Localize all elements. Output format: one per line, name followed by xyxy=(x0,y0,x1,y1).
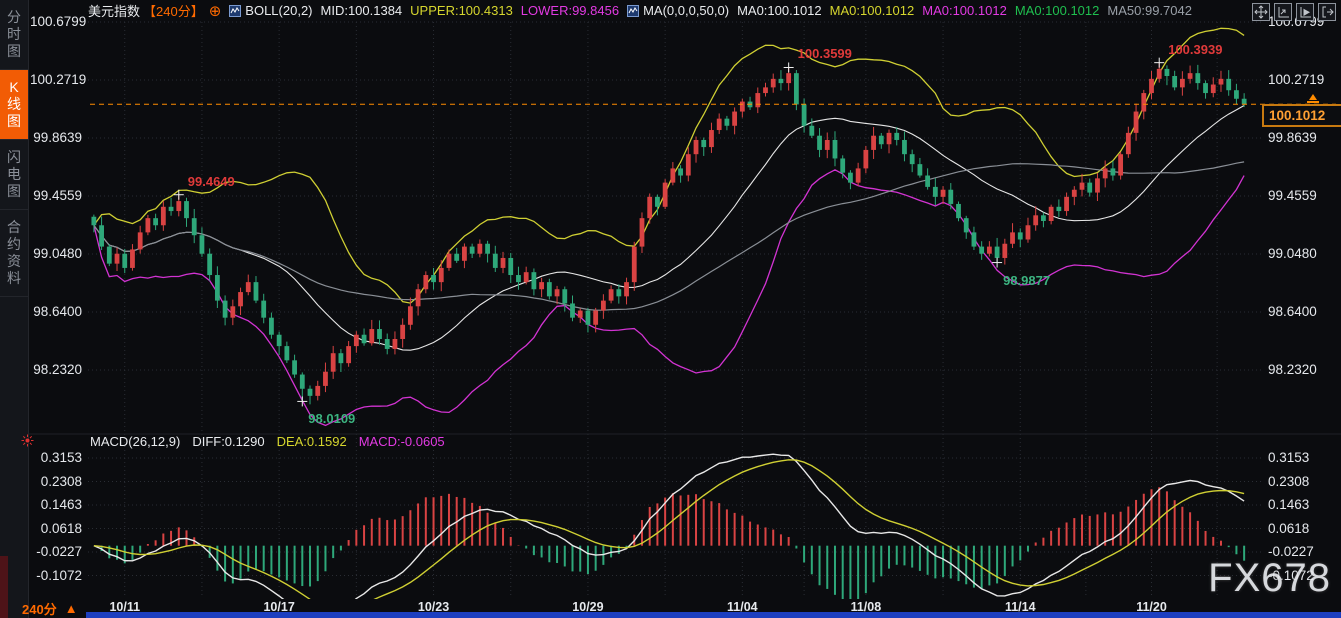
date-label: 11/14 xyxy=(1004,600,1036,614)
price-axis-label-left: 99.0480 xyxy=(33,245,82,261)
sidebar-tab-flash-chart[interactable]: 闪电图 xyxy=(0,140,28,210)
chart-header: 美元指数 【240分】 ⊕ BOLL(20,2) MID:100.1384 UP… xyxy=(88,0,1192,21)
macd-axis-label-right: 0.1463 xyxy=(1268,497,1310,512)
macd-axis-label-right: 0.3153 xyxy=(1268,450,1310,465)
boll-mid-value: MID:100.1384 xyxy=(320,3,403,18)
price-axis-label-right: 99.0480 xyxy=(1268,245,1317,261)
ma50-value: MA50:99.7042 xyxy=(1107,3,1192,18)
symbol-name: 美元指数 xyxy=(88,4,141,19)
footer-period-control[interactable]: 240分 ▲ xyxy=(22,599,78,618)
price-annotation: 98.9877 xyxy=(1003,272,1051,288)
bottom-scrollbar[interactable] xyxy=(86,612,1341,618)
date-label: 10/23 xyxy=(417,600,450,614)
macd-diff-value: DIFF:0.1290 xyxy=(192,433,265,449)
price-axis-label-left: 100.6799 xyxy=(30,14,87,29)
macd-params: MACD(26,12,9) xyxy=(90,433,181,449)
current-price-tag: 100.1012 xyxy=(1262,104,1341,127)
macd-header: MACD(26,12,9) DIFF:0.1290 DEA:0.1592 MAC… xyxy=(90,433,445,449)
ma0-white-value: MA0:100.1012 xyxy=(737,3,822,18)
boll-lower-value: LOWER:99.8456 xyxy=(520,3,620,18)
price-annotation: 99.4649 xyxy=(187,173,235,189)
macd-dea-value: DEA:0.1592 xyxy=(276,433,347,449)
boll-chart-icon[interactable] xyxy=(229,4,242,17)
macd-pane-icon[interactable] xyxy=(21,434,34,452)
price-axis-label-left: 99.4559 xyxy=(33,188,82,203)
price-axis-label-right: 98.6400 xyxy=(1268,303,1317,319)
macd-axis-label-left: 0.2308 xyxy=(40,473,82,489)
macd-axis-label-right: -0.1072 xyxy=(1268,567,1314,583)
price-axis-label-left: 98.6400 xyxy=(33,303,82,319)
price-axis-label-left: 98.2320 xyxy=(33,361,82,377)
chart-toolbar xyxy=(1252,3,1336,21)
macd-axis-label-right: 0.2308 xyxy=(1268,473,1310,489)
play-forward-icon[interactable] xyxy=(1296,3,1314,21)
date-label: 10/11 xyxy=(109,600,141,614)
boll-upper-value: UPPER:100.4313 xyxy=(410,3,513,18)
price-axis-label-left: 99.8639 xyxy=(33,130,82,145)
macd-axis-label-right: -0.0227 xyxy=(1268,544,1314,559)
sidebar-tab-kline-chart[interactable]: K线图 xyxy=(0,70,28,140)
price-annotation: 98.0109 xyxy=(308,411,356,427)
date-label: 11/08 xyxy=(850,600,882,614)
date-label: 11/20 xyxy=(1136,600,1167,614)
price-annotation: 100.3939 xyxy=(1168,41,1223,57)
date-label: 11/04 xyxy=(727,600,758,614)
price-axis-label-right: 98.2320 xyxy=(1268,361,1317,377)
macd-axis-label-left: 0.0618 xyxy=(40,520,82,536)
axis-zoom-icon[interactable] xyxy=(1274,3,1292,21)
date-label: 10/17 xyxy=(263,600,295,614)
sidebar-scroll-block xyxy=(0,556,8,618)
macd-axis-label-left: 0.1463 xyxy=(40,497,82,512)
macd-axis-label-right: 0.0618 xyxy=(1268,520,1310,536)
price-annotation: 100.3599 xyxy=(797,46,852,62)
sidebar-tab-time-chart[interactable]: 分时图 xyxy=(0,0,28,70)
sidebar: 分时图 K线图 闪电图 合约资料 xyxy=(0,0,29,618)
date-label: 10/29 xyxy=(572,600,604,614)
ma0-magenta-value: MA0:100.1012 xyxy=(922,3,1007,18)
macd-axis-label-left: 0.3153 xyxy=(40,450,82,465)
macd-axis-label-left: -0.0227 xyxy=(36,544,82,559)
price-pin-icon[interactable] xyxy=(1306,92,1320,110)
add-indicator-icon[interactable]: ⊕ xyxy=(208,2,222,20)
ma0-green-value: MA0:100.1012 xyxy=(1014,3,1100,18)
price-axis-label-right: 100.2719 xyxy=(1268,72,1325,87)
collapse-arrow-icon: ▲ xyxy=(64,601,78,616)
footer-period-label: 240分 xyxy=(22,602,57,617)
pan-icon[interactable] xyxy=(1252,3,1270,21)
ma0-yellow-value: MA0:100.1012 xyxy=(829,3,915,18)
period-label: 【240分】 xyxy=(143,4,204,19)
sidebar-tab-contract-info[interactable]: 合约资料 xyxy=(0,210,28,297)
price-axis-label-right: 99.8639 xyxy=(1268,130,1317,145)
price-axis-label-left: 100.2719 xyxy=(30,72,87,87)
ma-chart-icon[interactable] xyxy=(627,4,640,17)
macd-axis-label-left: -0.1072 xyxy=(36,567,82,583)
boll-params: BOLL(20,2) xyxy=(245,3,313,18)
ma-params: MA(0,0,0,50,0) xyxy=(643,3,730,18)
macd-value: MACD:-0.0605 xyxy=(358,433,445,449)
exit-right-icon[interactable] xyxy=(1318,3,1336,21)
price-axis-label-right: 99.4559 xyxy=(1268,188,1317,203)
watermark: FX678 xyxy=(1208,556,1331,600)
